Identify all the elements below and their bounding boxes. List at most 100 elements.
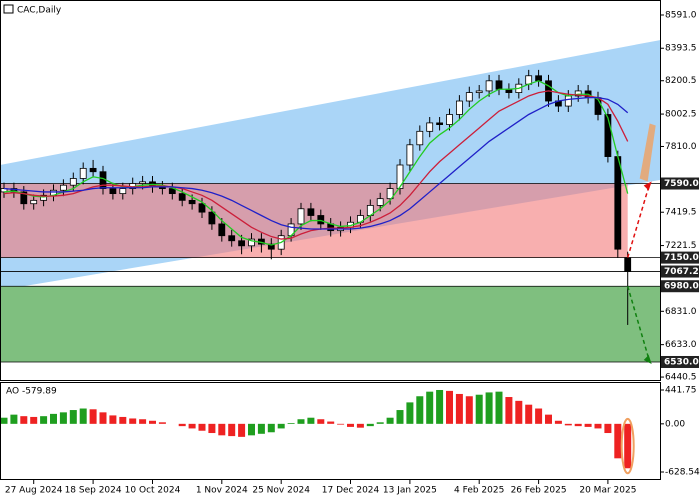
- ao-bar: [505, 397, 513, 424]
- candle-body: [426, 122, 434, 132]
- ao-bar: [495, 391, 503, 424]
- level-label-box: [661, 280, 699, 293]
- ao-bar: [554, 420, 562, 424]
- y-tick-label: 7810.0: [665, 142, 697, 152]
- ao-bar: [535, 408, 543, 424]
- candle-body: [574, 90, 582, 97]
- ao-bar: [208, 423, 216, 434]
- candle-body: [188, 199, 196, 205]
- moving-average: [3, 80, 629, 246]
- ao-bar: [109, 415, 117, 424]
- y-tick-label: 8591.0: [665, 10, 697, 20]
- ao-bar: [455, 393, 463, 424]
- candle-body: [168, 188, 176, 195]
- highlight: [620, 417, 635, 475]
- ao-bar: [545, 414, 552, 424]
- candle-body: [485, 80, 493, 92]
- candle-body: [30, 199, 38, 205]
- level-label-box: [661, 265, 699, 278]
- ao-bar: [50, 413, 57, 424]
- candle-body: [297, 208, 305, 225]
- x-tick-label: 25 Nov 2024: [252, 486, 310, 496]
- ao-bar: [416, 396, 424, 424]
- candle-body: [198, 203, 206, 213]
- ao-tick-label: -628.54: [665, 467, 700, 477]
- level-label-box: [661, 177, 699, 190]
- ao-bar: [69, 410, 77, 424]
- ao-bar: [574, 423, 582, 427]
- candle-body: [119, 188, 127, 195]
- candle-body: [436, 122, 444, 125]
- ao-bar: [406, 402, 414, 424]
- ao-bar: [149, 420, 156, 424]
- ao-bar: [0, 417, 8, 424]
- x-tick-label: 17 Dec 2024: [322, 486, 380, 496]
- candle-body: [307, 208, 315, 216]
- x-tick-label: 4 Feb 2025: [454, 486, 504, 496]
- candle-body: [89, 167, 97, 173]
- ao-bar: [238, 423, 246, 437]
- ao-bar: [356, 423, 364, 428]
- candle-body: [218, 223, 226, 237]
- chart-title: CAC,Daily: [17, 6, 62, 16]
- level-label-box: [661, 355, 699, 368]
- ao-bar: [337, 423, 345, 425]
- ao-bar: [267, 423, 275, 433]
- moving-average: [3, 90, 629, 240]
- y-tick-label: 8393.5: [665, 44, 697, 54]
- candle-body: [178, 193, 186, 201]
- forecast-down: [626, 286, 651, 363]
- ao-bar: [99, 412, 107, 424]
- level-label: 7150.0: [664, 253, 699, 263]
- candle-body: [564, 95, 572, 107]
- highlight: [639, 123, 656, 182]
- level-label: 6980.0: [664, 282, 699, 292]
- ao-bar: [257, 423, 265, 434]
- ao-bar: [287, 423, 295, 424]
- ao-bar: [307, 417, 315, 424]
- ao-bar: [188, 423, 196, 429]
- ao-bar: [584, 423, 592, 427]
- candle-body: [139, 181, 147, 184]
- candle-body: [624, 257, 632, 272]
- y-tick-label: 8200.5: [665, 76, 697, 86]
- ao-bar: [614, 423, 622, 459]
- candle-body: [495, 80, 503, 90]
- candle-body: [475, 90, 483, 94]
- candle-body: [267, 243, 275, 250]
- ao-bar: [40, 416, 48, 424]
- ao-bar: [624, 423, 632, 469]
- candle-body: [386, 188, 394, 200]
- title-icon: [3, 4, 14, 14]
- candle-body: [79, 167, 87, 179]
- ao-bar: [347, 423, 354, 427]
- ao-bar: [218, 423, 226, 436]
- ao-bar: [277, 423, 285, 429]
- ao-bar: [475, 394, 483, 424]
- ao-bar: [79, 408, 87, 424]
- candle-body: [20, 191, 28, 205]
- ao-bar: [20, 416, 28, 424]
- x-tick-label: 26 Feb 2025: [511, 486, 567, 496]
- candle-body: [455, 100, 463, 115]
- ao-bar: [525, 404, 533, 424]
- candle-body: [238, 240, 246, 247]
- candle-body: [446, 114, 453, 125]
- candle-body: [60, 184, 67, 191]
- ao-bar: [366, 423, 374, 427]
- candle-body: [40, 194, 47, 201]
- candle-body: [69, 178, 77, 186]
- candle-body: [396, 164, 404, 189]
- ao-tick-label: 0.00: [665, 419, 685, 429]
- x-tick-label: 10 Oct 2024: [125, 486, 181, 496]
- candle-body: [248, 238, 255, 247]
- support-zone: [0, 286, 660, 362]
- candle-body: [376, 198, 384, 206]
- candle-body: [208, 211, 216, 225]
- ao-frame: [0, 382, 661, 480]
- moving-average: [3, 97, 629, 230]
- level-label: 7590.0: [664, 179, 699, 189]
- candle-body: [604, 114, 612, 157]
- ao-bar: [396, 410, 404, 424]
